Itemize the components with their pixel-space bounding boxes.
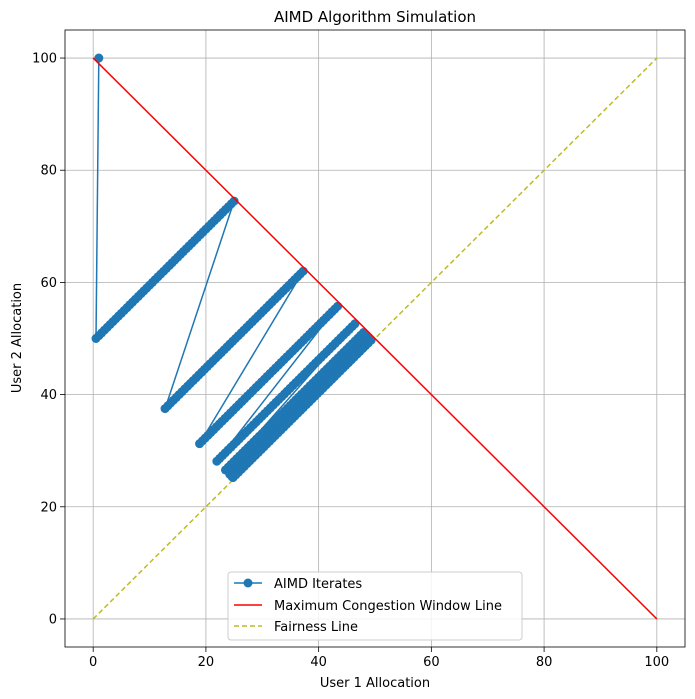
y-tick-label: 60 (40, 276, 57, 291)
legend-label-aimd: AIMD Iterates (274, 577, 362, 592)
x-axis-ticks: 0 20 40 60 80 100 (89, 647, 669, 670)
y-tick-label: 40 (40, 388, 57, 403)
aimd-point (229, 196, 239, 206)
grid-lines (65, 30, 685, 647)
aimd-point (333, 301, 343, 311)
aimd-point (94, 53, 104, 63)
legend-label-max-window: Maximum Congestion Window Line (274, 599, 502, 614)
x-tick-label: 20 (198, 655, 215, 670)
legend: AIMD Iterates Maximum Congestion Window … (227, 571, 523, 641)
x-tick-label: 100 (644, 655, 669, 670)
y-tick-label: 0 (49, 612, 57, 627)
max-congestion-window-line (92, 57, 658, 620)
aimd-point (366, 335, 376, 345)
fairness-line (92, 57, 658, 620)
y-axis-label: User 2 Allocation (10, 283, 25, 393)
plot-frame (64, 29, 686, 648)
plot-content (91, 53, 658, 620)
legend-marker-aimd (243, 578, 253, 588)
y-tick-label: 20 (40, 500, 57, 515)
chart-title: AIMD Algorithm Simulation (274, 8, 476, 26)
legend-label-fairness: Fairness Line (274, 620, 358, 635)
x-tick-label: 0 (89, 655, 97, 670)
x-axis-label: User 1 Allocation (320, 676, 430, 691)
y-tick-label: 100 (32, 52, 57, 67)
y-tick-label: 80 (40, 164, 57, 179)
x-tick-label: 60 (423, 655, 440, 670)
y-axis-ticks: 0 20 40 60 80 100 (32, 52, 65, 627)
legend-box (227, 571, 523, 641)
x-tick-label: 40 (310, 655, 327, 670)
x-tick-label: 80 (536, 655, 553, 670)
